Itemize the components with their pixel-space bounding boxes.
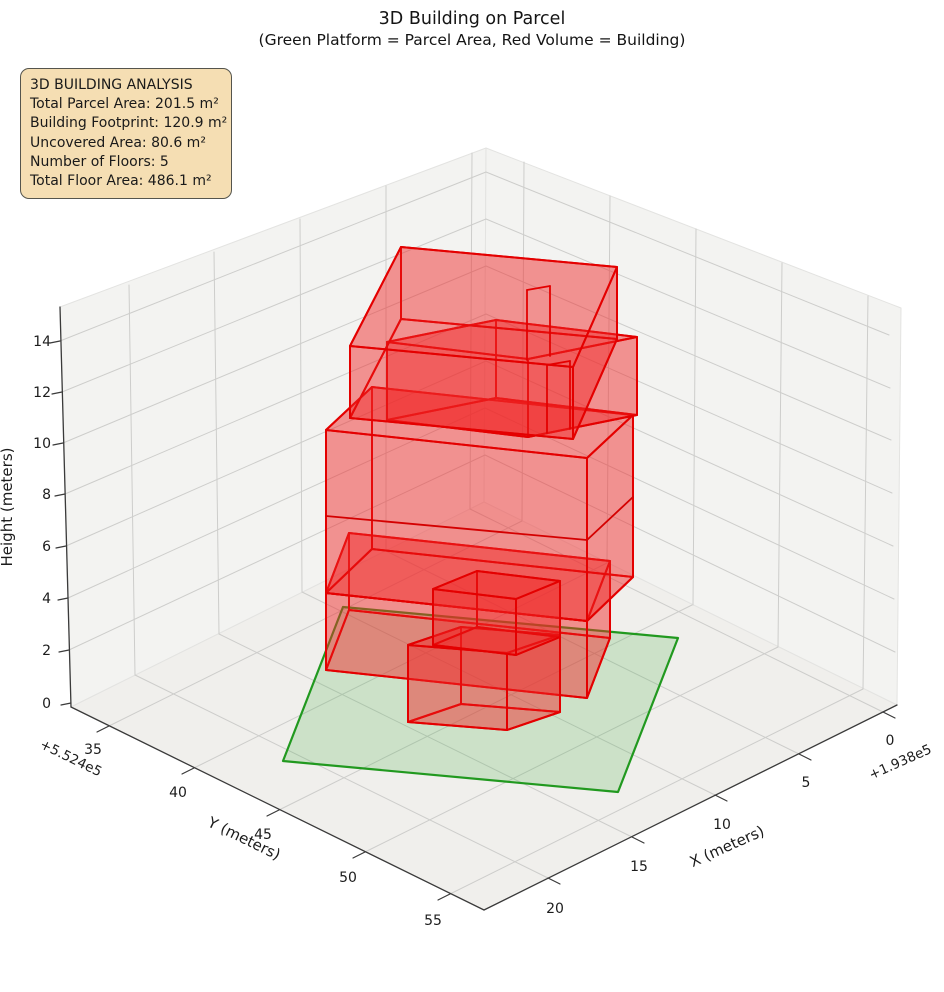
chart-subtitle: (Green Platform = Parcel Area, Red Volum…: [258, 31, 686, 49]
tick-mark: [882, 711, 896, 719]
tick-mark: [57, 597, 69, 601]
info-line-heading: 3D BUILDING ANALYSIS: [30, 77, 193, 93]
title-block: 3D Building on Parcel (Green Platform = …: [0, 8, 944, 50]
building-floor-1-annex: [407, 644, 508, 731]
grid-line: [484, 407, 895, 600]
z-tick-label: 6: [42, 539, 51, 555]
grid-line: [278, 604, 693, 811]
tick-mark: [181, 767, 195, 775]
grid-line: [485, 265, 892, 441]
grid-line: [606, 195, 611, 564]
parcel-platform: [281, 605, 680, 794]
grid-line: [521, 161, 525, 522]
info-line-parcel-area: Total Parcel Area: 201.5 m²: [30, 96, 219, 113]
x-tick-label: 20: [546, 901, 564, 917]
grid-line: [692, 228, 697, 606]
tick-mark: [55, 545, 67, 549]
grid-line: [59, 171, 487, 342]
tick-mark: [60, 702, 72, 706]
grid-line: [128, 284, 136, 676]
grid-line: [485, 360, 894, 547]
tick-mark: [49, 340, 61, 344]
axis-line: [59, 306, 72, 708]
info-line-footprint: Building Footprint: 120.9 m²: [30, 115, 228, 132]
grid-line: [777, 262, 783, 648]
chart-title: 3D Building on Parcel: [378, 9, 566, 29]
z-tick-label: 4: [42, 591, 51, 607]
tick-mark: [54, 493, 66, 497]
axis-label: Height (meters): [0, 448, 16, 567]
building-notch-edge: [546, 360, 571, 366]
z-tick-label: 12: [33, 385, 51, 401]
grid-line: [485, 171, 890, 336]
floor-division-line: [586, 496, 634, 541]
z-tick-label: 8: [42, 487, 51, 503]
z-tick-label: 10: [33, 436, 51, 452]
grid-line: [301, 591, 716, 796]
tick-mark: [352, 851, 366, 859]
x-tick-label: 5: [802, 775, 811, 791]
grid-line: [193, 562, 608, 769]
tick-mark: [547, 877, 561, 885]
tick-mark: [714, 794, 728, 802]
info-line-floor-area: Total Floor Area: 486.1 m²: [30, 173, 212, 190]
grid-line: [218, 633, 633, 838]
info-line-floors: Number of Floors: 5: [30, 153, 169, 170]
info-line-uncovered: Uncovered Area: 80.6 m²: [30, 134, 206, 151]
tick-mark: [266, 809, 280, 817]
building-annex-upper: [432, 588, 517, 656]
tick-mark: [58, 649, 70, 653]
grid-line: [62, 265, 487, 444]
y-tick-label: 55: [424, 913, 442, 929]
tick-mark: [51, 391, 63, 395]
axis-line: [483, 704, 898, 911]
grid-line: [364, 646, 779, 853]
grid-line: [213, 251, 220, 635]
grid-line: [469, 152, 473, 510]
tick-mark: [52, 442, 64, 446]
building-notch-edge: [526, 285, 551, 291]
building-floor-4: [386, 319, 638, 360]
building-annex-upper: [432, 570, 561, 600]
analysis-info-box: 3D BUILDING ANALYSIS Total Parcel Area: …: [20, 68, 232, 200]
floor-division-line: [325, 515, 588, 541]
z-tick-label: 14: [33, 334, 51, 350]
tick-mark: [798, 753, 812, 761]
tick-mark: [631, 836, 645, 844]
z-tick-label: 2: [42, 643, 51, 659]
grid-line: [385, 550, 800, 755]
x-tick-label: 15: [630, 859, 648, 875]
y-tick-label: 50: [339, 870, 357, 886]
grid-line: [485, 313, 893, 494]
grid-line: [108, 520, 523, 727]
tick-mark: [96, 725, 110, 733]
grid-line: [449, 688, 864, 895]
grid-line: [485, 218, 891, 389]
x-tick-label: 0: [886, 733, 895, 749]
y-tick-label: 45: [254, 827, 272, 843]
grid-line: [68, 454, 486, 651]
x-tick-label: 10: [713, 817, 731, 833]
grid-line: [484, 454, 896, 653]
tick-mark: [437, 893, 451, 901]
y-tick-label: 40: [169, 785, 187, 801]
grid-line: [64, 313, 487, 495]
y-tick-label: 35: [84, 742, 102, 758]
z-tick-label: 0: [42, 696, 51, 712]
grid-line: [862, 295, 869, 690]
axis-line: [70, 706, 485, 911]
grid-line: [299, 218, 303, 593]
grid-line: [134, 674, 549, 879]
axis-offset-text: +1.938e5: [867, 741, 935, 783]
grid-line: [469, 508, 884, 713]
